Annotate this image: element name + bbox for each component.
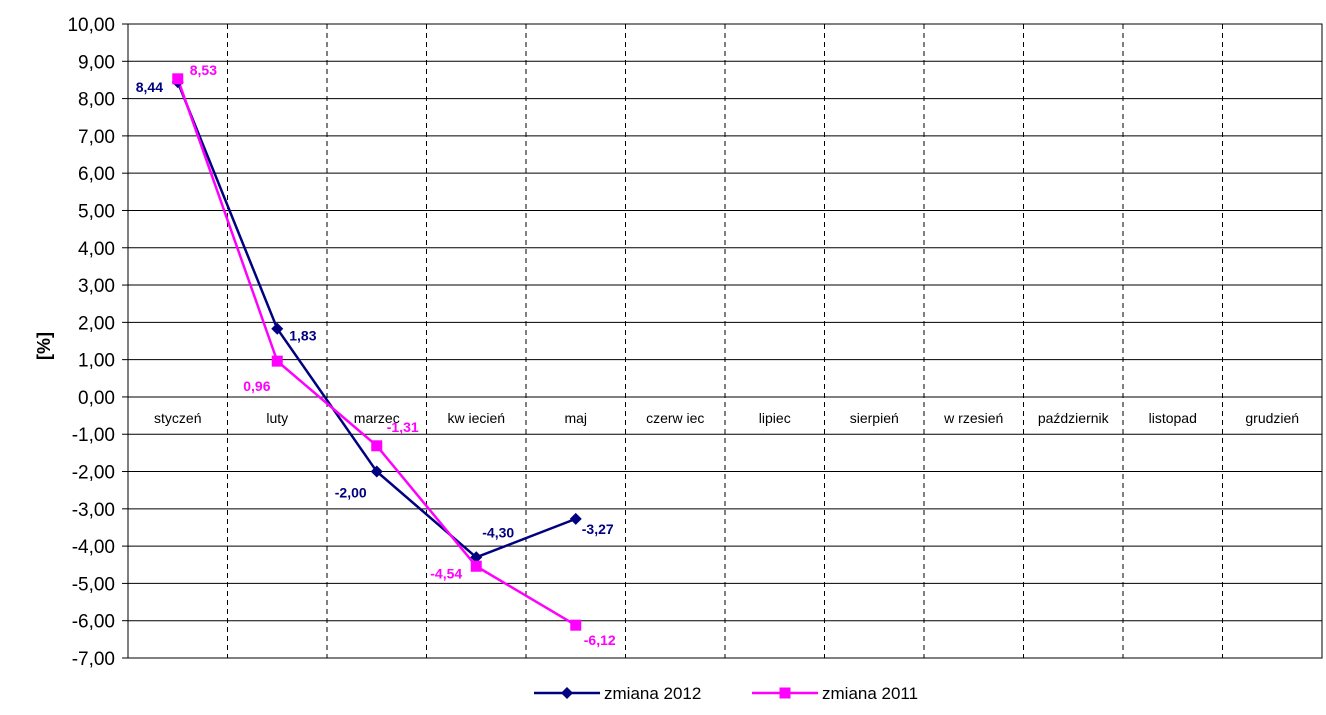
square-marker: [570, 619, 582, 631]
diamond-marker: [470, 551, 483, 564]
x-category-label: grudzień: [1245, 410, 1299, 426]
series-line-2012: [176, 81, 577, 559]
square-marker: [470, 560, 482, 572]
x-axis-categories: styczeń luty marzec kw iecień maj czerw iec li…: [154, 410, 1299, 426]
y-tick-label: -7,00: [72, 649, 115, 670]
x-category-label: w rzesień: [943, 410, 1003, 426]
y-tick-label: 1,00: [78, 351, 115, 372]
diamond-marker: [271, 322, 284, 335]
legend-square-marker: [779, 687, 791, 699]
plot-area-border: [127, 23, 1323, 659]
x-category-label: styczeń: [154, 410, 201, 426]
data-label: -4,54: [430, 565, 462, 581]
y-tick-label: 6,00: [78, 164, 115, 185]
x-category-label: lipiec: [759, 410, 791, 426]
x-category-label: luty: [266, 410, 288, 426]
y-axis-label: [%]: [34, 332, 54, 360]
grid: [127, 23, 1323, 659]
y-tick-label: 5,00: [78, 201, 115, 222]
x-category-label: maj: [564, 410, 587, 426]
series-markers: [171, 73, 582, 631]
data-label: 8,53: [190, 62, 217, 78]
diamond-marker: [569, 512, 582, 525]
x-category-label: czerw iec: [646, 410, 704, 426]
data-label: 8,44: [136, 79, 163, 95]
y-tick-label: -4,00: [72, 537, 115, 558]
y-tick-label: 0,00: [78, 388, 115, 409]
x-category-label: kw iecień: [447, 410, 505, 426]
data-label: -6,12: [584, 632, 616, 648]
y-axis: 10,00 9,00 8,00 7,00 6,00 5,00 4,00 3,00 2,00 1,0…: [67, 15, 128, 670]
x-category-label: październik: [1038, 410, 1110, 426]
y-tick-label: -5,00: [72, 574, 115, 595]
legend-label: zmiana 2011: [822, 684, 918, 703]
legend-diamond-marker: [561, 687, 573, 699]
data-label: -2,00: [335, 485, 367, 501]
data-label: -3,27: [582, 521, 614, 537]
square-marker: [371, 440, 383, 452]
x-category-label: marzec: [354, 410, 400, 426]
y-tick-label: 8,00: [78, 90, 115, 111]
y-tick-label: 7,00: [78, 127, 115, 148]
y-tick-label: 4,00: [78, 239, 115, 260]
square-marker: [172, 73, 184, 85]
y-tick-label: -2,00: [72, 463, 115, 484]
y-tick-label: -1,00: [72, 425, 115, 446]
y-tick-label: 3,00: [78, 276, 115, 297]
y-tick-label: 10,00: [67, 15, 115, 36]
data-label: 0,96: [243, 378, 270, 394]
y-tick-label: 2,00: [78, 313, 115, 334]
x-category-label: listopad: [1149, 410, 1197, 426]
y-tick-label: -3,00: [72, 500, 115, 521]
legend-label: zmiana 2012: [604, 684, 701, 703]
data-label: -4,30: [482, 524, 514, 540]
legend: zmiana 2012 zmiana 2011: [534, 684, 918, 703]
series-lines: [176, 78, 577, 627]
y-tick-label: 9,00: [78, 52, 115, 73]
x-category-label: sierpień: [850, 410, 899, 426]
data-label: -1,31: [387, 419, 419, 435]
y-tick-label: -6,00: [72, 612, 115, 633]
square-marker: [271, 355, 283, 367]
data-labels: 8,44 1,83 -2,00 -4,30 -3,27 8,53 0,96 -1,31 -4,5…: [136, 62, 616, 648]
diamond-marker: [370, 465, 383, 478]
data-label: 1,83: [289, 328, 316, 344]
